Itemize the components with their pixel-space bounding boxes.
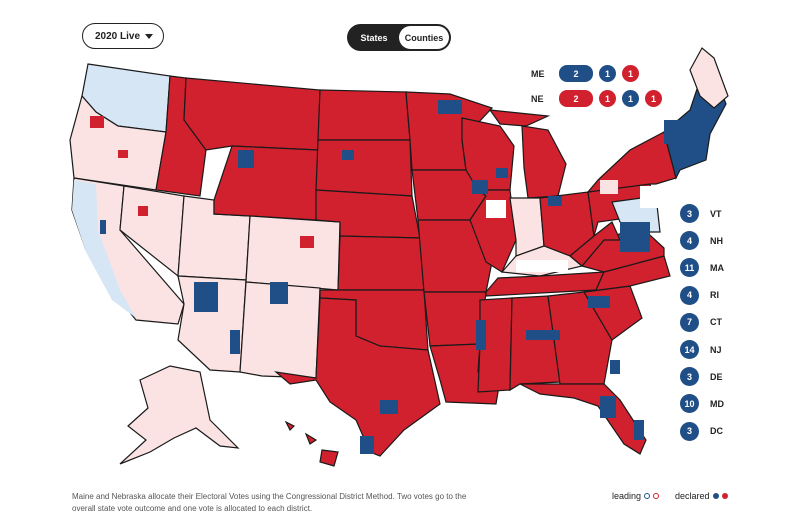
legend-leading-label: leading (612, 491, 642, 501)
footnote: Maine and Nebraska allocate their Electo… (72, 492, 467, 513)
state-mi[interactable] (521, 125, 567, 199)
state-abbr: MD (710, 398, 724, 409)
state-fl[interactable] (519, 383, 647, 455)
electoral-votes: 14 (680, 340, 699, 360)
split-state-ne: NE 2 1 1 1 (531, 90, 662, 107)
split-state-label: ME (531, 68, 545, 79)
state-abbr: NH (710, 235, 723, 246)
electoral-votes: 3 (680, 367, 699, 387)
district-votes: 1 (645, 90, 662, 107)
statewide-votes: 2 (559, 90, 593, 107)
state-nd[interactable] (317, 89, 411, 141)
chevron-down-icon (145, 33, 153, 39)
split-state-label: NE (531, 93, 544, 104)
district-votes: 1 (599, 65, 616, 82)
declared-rep-dot-icon (721, 493, 728, 499)
statewide-votes: 2 (559, 65, 593, 82)
state-ca-coast (72, 180, 136, 318)
electoral-votes: 11 (680, 258, 699, 278)
declared-dem-dot-icon (712, 493, 719, 499)
small-state-ct[interactable]: 7 CT (680, 309, 724, 336)
view-toggle[interactable]: States Counties (347, 24, 451, 51)
legend-declared-label: declared (675, 491, 710, 501)
toggle-states[interactable]: States (360, 32, 388, 43)
state-abbr: MA (710, 262, 724, 273)
state-abbr: DC (710, 426, 723, 437)
state-ny[interactable] (586, 131, 677, 193)
state-al[interactable] (509, 295, 561, 392)
district-votes: 1 (622, 90, 639, 107)
small-state-ri[interactable]: 4 RI (680, 282, 724, 309)
small-state-dc[interactable]: 3 DC (680, 418, 724, 445)
state-ak[interactable] (119, 365, 240, 465)
electoral-votes: 10 (680, 394, 699, 414)
state-abbr: NJ (710, 344, 722, 355)
electoral-votes: 3 (680, 204, 699, 224)
state-hi[interactable] (284, 420, 339, 467)
small-state-ma[interactable]: 11 MA (680, 254, 724, 281)
state-tx[interactable] (274, 297, 441, 457)
state-mt[interactable] (183, 77, 321, 151)
split-state-me: ME 2 1 1 (531, 65, 639, 82)
leading-rep-dot-icon (653, 493, 660, 499)
small-state-nh[interactable]: 4 NH (680, 227, 724, 254)
state-sd[interactable] (315, 139, 413, 197)
small-state-vt[interactable]: 3 VT (680, 200, 724, 227)
state-abbr: DE (710, 371, 723, 382)
year-dropdown-label: 2020 Live (95, 30, 141, 42)
state-wy[interactable] (213, 145, 319, 221)
state-ga[interactable] (547, 291, 613, 385)
small-state-md[interactable]: 10 MD (680, 390, 724, 417)
toggle-counties[interactable]: Counties (399, 26, 449, 49)
small-state-de[interactable]: 3 DE (680, 363, 724, 390)
state-abbr: RI (710, 290, 719, 301)
district-votes: 1 (622, 65, 639, 82)
electoral-votes: 4 (680, 285, 699, 305)
electoral-votes: 4 (680, 231, 699, 251)
state-mo[interactable] (417, 219, 493, 293)
small-states-list: 3 VT 4 NH 11 MA 4 RI 7 CT 14 NJ 3 DE 10 MD 3 DC (680, 200, 724, 445)
electoral-votes: 3 (680, 421, 699, 441)
state-ks[interactable] (337, 235, 425, 291)
legend-leading: leading (612, 491, 660, 501)
small-state-nj[interactable]: 14 NJ (680, 336, 724, 363)
state-co[interactable] (245, 215, 341, 291)
district-votes: 1 (599, 90, 616, 107)
leading-dem-dot-icon (644, 493, 651, 499)
legend-declared: declared (675, 491, 728, 501)
state-mi-upper[interactable] (488, 109, 551, 127)
state-abbr: CT (710, 317, 722, 328)
state-me[interactable] (689, 47, 729, 109)
electoral-votes: 7 (680, 312, 699, 332)
state-abbr: VT (710, 208, 722, 219)
year-dropdown[interactable]: 2020 Live (82, 23, 164, 49)
